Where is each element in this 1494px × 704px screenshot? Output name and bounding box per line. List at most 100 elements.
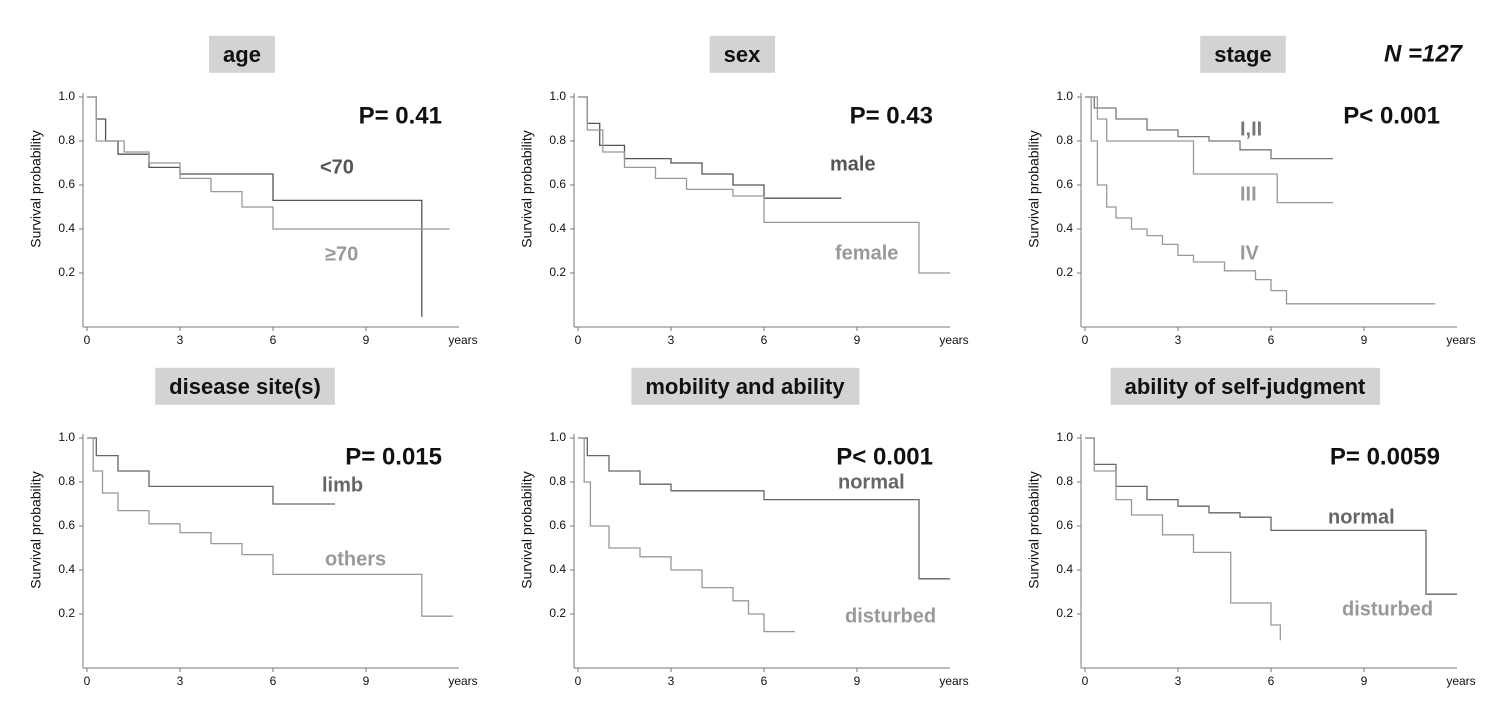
x-tick-label: 6: [270, 333, 277, 347]
series-label: ≥70: [325, 243, 358, 265]
y-tick-label: 0.4: [58, 221, 75, 235]
survival-curve: [87, 437, 453, 617]
y-tick-label: 0.8: [549, 474, 566, 488]
series-label: female: [835, 242, 898, 264]
p-value: P= 0.0059: [1330, 443, 1440, 470]
x-tick-label: 6: [761, 333, 768, 347]
x-tick-label: 3: [1175, 674, 1182, 688]
y-tick-label: 0.6: [58, 518, 75, 532]
y-tick-label: 1.0: [1056, 430, 1073, 444]
x-axis-label: years: [939, 333, 968, 347]
panel-title: ability of self-judgment: [1125, 374, 1366, 399]
y-tick-label: 0.4: [549, 221, 566, 235]
y-tick-label: 0.2: [58, 265, 75, 279]
x-tick-label: 6: [1268, 333, 1275, 347]
title-box: [631, 367, 860, 405]
series-label: disturbed: [1342, 598, 1433, 620]
survival-curve: [578, 437, 950, 580]
survival-curve: [1085, 96, 1333, 160]
p-value: P= 0.41: [359, 102, 442, 129]
x-tick-label: 9: [854, 674, 861, 688]
y-tick-label: 0.2: [549, 606, 566, 620]
x-axis-label: years: [1446, 333, 1475, 347]
y-axis-label: Survival probability: [1026, 130, 1042, 248]
y-tick-label: 0.6: [58, 177, 75, 191]
y-tick-label: 1.0: [1056, 89, 1073, 103]
survival-curve: [578, 96, 950, 274]
panel-title: disease site(s): [169, 374, 321, 399]
p-value: P< 0.001: [1343, 102, 1440, 129]
y-tick-label: 0.4: [1056, 562, 1073, 576]
series-label: IV: [1240, 242, 1260, 264]
y-tick-label: 0.4: [549, 562, 566, 576]
x-tick-label: 9: [854, 333, 861, 347]
x-axis-label: years: [1446, 674, 1475, 688]
survival-curve: [578, 437, 795, 633]
x-tick-label: 6: [1268, 674, 1275, 688]
title-box: [1110, 367, 1381, 405]
y-tick-label: 0.6: [1056, 518, 1073, 532]
y-tick-label: 0.6: [1056, 177, 1073, 191]
x-tick-label: 0: [1082, 333, 1089, 347]
title-box: [155, 367, 335, 405]
survival-curve: [87, 437, 335, 505]
panel-title: mobility and ability: [645, 374, 845, 399]
y-tick-label: 1.0: [58, 430, 75, 444]
x-tick-label: 3: [177, 333, 184, 347]
x-tick-label: 9: [1361, 674, 1368, 688]
y-tick-label: 0.2: [1056, 265, 1073, 279]
x-tick-label: 3: [668, 674, 675, 688]
p-value: P= 0.015: [345, 443, 442, 470]
series-label: III: [1240, 183, 1257, 205]
survival-curve: [1085, 96, 1436, 305]
x-tick-label: 6: [270, 674, 277, 688]
y-tick-label: 0.6: [549, 177, 566, 191]
series-label: I,II: [1240, 118, 1262, 140]
x-axis-label: years: [939, 674, 968, 688]
x-tick-label: 6: [761, 674, 768, 688]
y-tick-label: 1.0: [549, 89, 566, 103]
y-tick-label: 0.8: [58, 474, 75, 488]
p-value: P< 0.001: [836, 443, 933, 470]
y-tick-label: 0.6: [549, 518, 566, 532]
survival-curve: [1085, 437, 1281, 641]
series-label: limb: [322, 474, 363, 496]
y-tick-label: 0.8: [1056, 474, 1073, 488]
survival-curve: [1085, 96, 1333, 204]
y-tick-label: 1.0: [549, 430, 566, 444]
y-tick-label: 0.2: [549, 265, 566, 279]
y-axis-label: Survival probability: [1026, 471, 1042, 589]
series-label: normal: [1328, 506, 1395, 528]
x-tick-label: 3: [177, 674, 184, 688]
y-tick-label: 1.0: [58, 89, 75, 103]
x-tick-label: 0: [1082, 674, 1089, 688]
panel-title: stage: [1214, 42, 1271, 67]
y-tick-label: 0.8: [58, 133, 75, 147]
series-label: disturbed: [845, 605, 936, 627]
y-axis-label: Survival probability: [28, 471, 44, 589]
survival-curve: [1085, 437, 1457, 595]
x-axis-label: years: [448, 674, 477, 688]
y-tick-label: 0.4: [58, 562, 75, 576]
p-value: P= 0.43: [850, 102, 933, 129]
x-tick-label: 0: [575, 333, 582, 347]
panel-title: age: [223, 42, 261, 67]
x-tick-label: 9: [1361, 333, 1368, 347]
x-tick-label: 3: [1175, 333, 1182, 347]
y-axis-label: Survival probability: [519, 471, 535, 589]
series-label: normal: [838, 471, 905, 493]
x-tick-label: 3: [668, 333, 675, 347]
title-box: [709, 35, 776, 73]
x-tick-label: 0: [575, 674, 582, 688]
x-tick-label: 9: [363, 333, 370, 347]
y-axis-label: Survival probability: [28, 130, 44, 248]
series-label: others: [325, 548, 386, 570]
survival-curve: [578, 96, 842, 199]
x-tick-label: 0: [84, 674, 91, 688]
n-note: N =127: [1384, 40, 1464, 67]
y-tick-label: 0.4: [1056, 221, 1073, 235]
y-tick-label: 0.8: [549, 133, 566, 147]
x-tick-label: 0: [84, 333, 91, 347]
panel-title: sex: [724, 42, 761, 67]
